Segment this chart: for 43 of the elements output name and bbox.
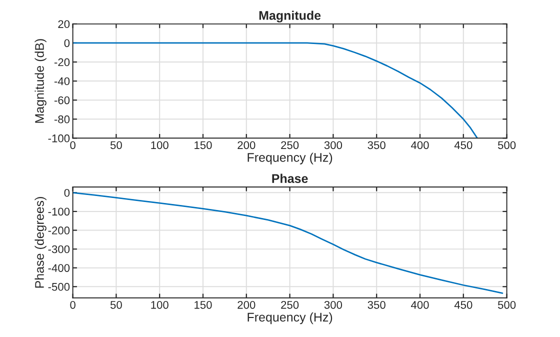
x-tick-label: 100 <box>151 300 168 309</box>
y-tick-label: -20 <box>54 58 70 66</box>
x-axis-title: Frequency (Hz) <box>248 152 332 164</box>
x-tick-label: 500 <box>498 300 516 309</box>
x-tick-label: 200 <box>238 300 256 309</box>
x-tick-label: 350 <box>368 141 386 150</box>
x-tick-label: 100 <box>151 141 168 150</box>
x-tick-label: 450 <box>454 141 472 150</box>
x-tick-label: 450 <box>454 300 472 309</box>
x-tick-label: 300 <box>324 141 342 150</box>
x-tick-label: 200 <box>238 141 256 150</box>
x-tick-label: 0 <box>70 300 76 309</box>
y-tick-label: -80 <box>54 115 70 124</box>
x-tick-label: 0 <box>70 141 76 150</box>
x-tick-label: 350 <box>368 300 386 309</box>
x-tick-label: 500 <box>498 141 516 150</box>
x-tick-label: 250 <box>281 141 299 150</box>
y-tick-label: -200 <box>48 226 70 234</box>
y-tick-label: 20 <box>58 20 70 28</box>
x-axis-title: Frequency (Hz) <box>248 312 332 324</box>
y-axis-title: Magnitude (dB) <box>34 39 46 123</box>
y-tick-label: 0 <box>64 188 70 197</box>
x-tick-label: 400 <box>410 300 429 309</box>
line-series <box>72 192 504 294</box>
x-tick-label: 50 <box>110 141 122 150</box>
y-tick-label: 0 <box>64 39 70 48</box>
x-tick-label: 250 <box>281 300 299 309</box>
y-tick-label: -60 <box>54 96 70 104</box>
x-tick-label: 150 <box>194 300 212 309</box>
y-tick-label: -500 <box>48 282 70 291</box>
chart-title: Magnitude <box>259 10 321 22</box>
y-tick-label: -40 <box>54 77 70 86</box>
line-series <box>72 42 478 138</box>
x-tick-label: 400 <box>410 141 429 150</box>
y-tick-label: -100 <box>48 208 70 216</box>
y-axis-title: Phase (degrees) <box>34 197 46 288</box>
x-tick-label: 300 <box>324 300 342 309</box>
y-tick-label: -100 <box>48 134 70 142</box>
y-tick-label: -400 <box>48 264 70 272</box>
chart-title: Phase <box>272 174 308 183</box>
x-tick-label: 150 <box>194 141 212 150</box>
x-tick-label: 50 <box>110 300 122 309</box>
y-tick-label: -300 <box>48 245 70 254</box>
